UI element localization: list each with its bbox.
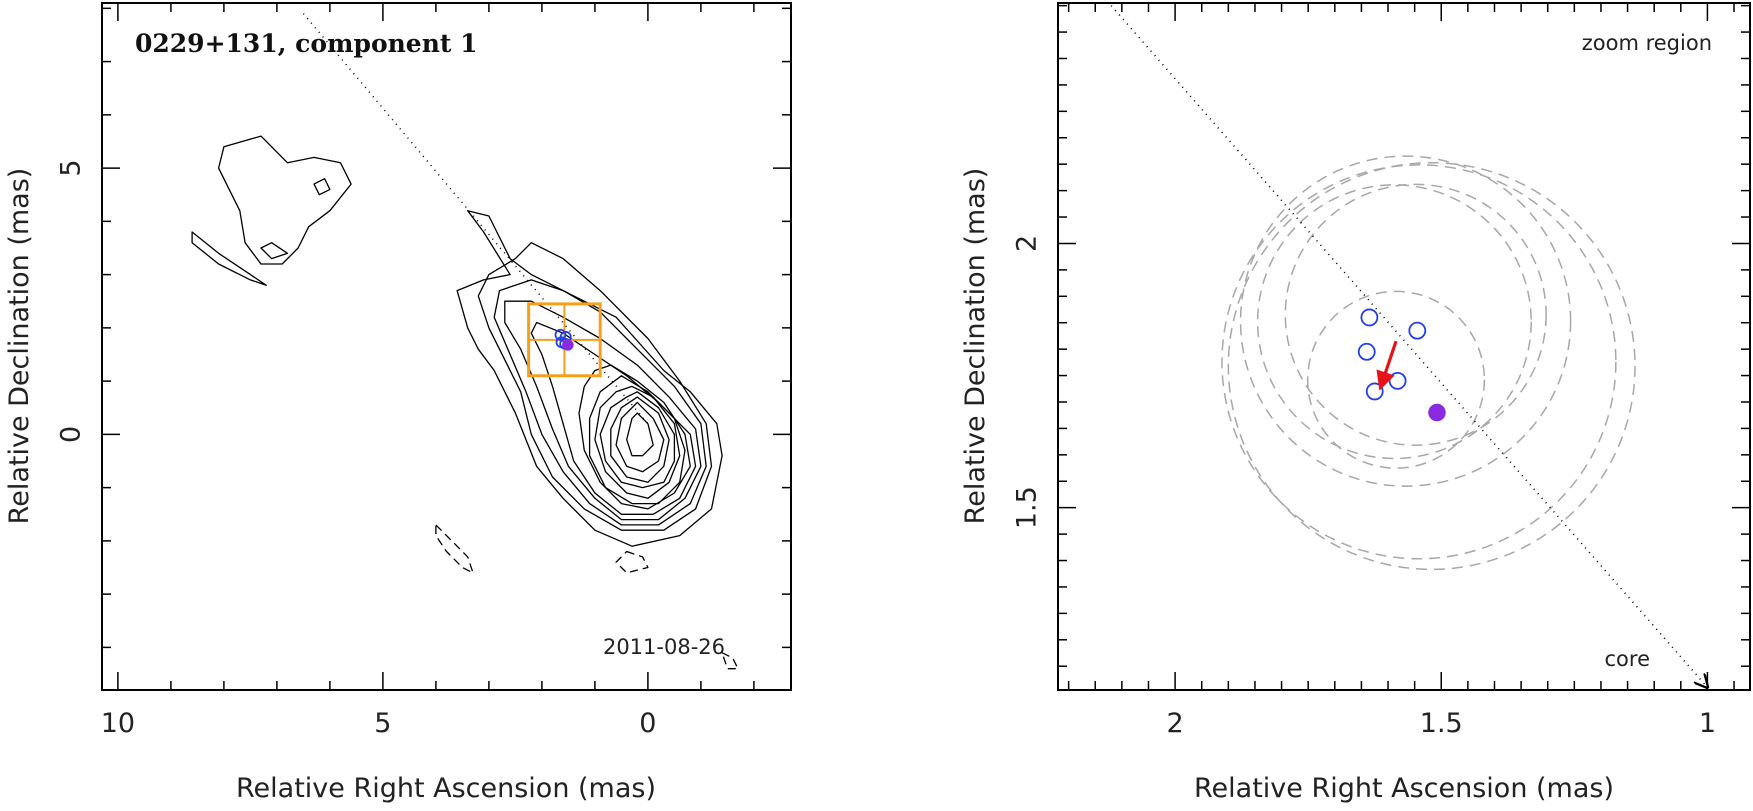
component-size-circle [1256, 184, 1532, 460]
x-tick-labels: 2 1.5 1 [1167, 708, 1716, 739]
motion-arrow [1376, 340, 1398, 391]
y-axis-label: Relative Declination (mas) [960, 168, 991, 525]
component-size-circle [1239, 155, 1572, 487]
x-tick-labels: 10 5 0 [101, 708, 657, 739]
contour-line [615, 401, 665, 473]
component-markers [1357, 308, 1446, 422]
panel-title: 0229+131, component 1 [135, 29, 478, 58]
jet-line [302, 13, 649, 425]
component-marker-open [1360, 308, 1379, 327]
contour-line [456, 210, 723, 547]
contour-line [191, 231, 267, 286]
contour-line [504, 300, 702, 521]
contour-line [594, 385, 681, 499]
contour-line [493, 279, 707, 526]
x-axis-label: Relative Right Ascension (mas) [236, 773, 656, 804]
component-motion-arrow [1376, 340, 1398, 391]
x-tick-label: 5 [374, 708, 391, 739]
y-tick-label: 1.5 [1012, 486, 1043, 529]
y-tick-label: 0 [56, 426, 87, 443]
x-tick-label: 0 [639, 708, 656, 739]
contour-line [217, 135, 352, 265]
component-marker-open [1357, 342, 1376, 361]
component-size-circle [1221, 164, 1617, 560]
x-tick-label: 1.5 [1420, 708, 1463, 739]
epoch-date-label: 2011-08-26 [603, 635, 725, 659]
contour-line [615, 550, 649, 574]
x-tick-label: 10 [101, 708, 135, 739]
jet-line-to-core [1110, 5, 1707, 688]
y-tick-label: 5 [56, 159, 87, 176]
core-label: core [1605, 647, 1651, 671]
x-tick-label: 2 [1167, 708, 1184, 739]
component-marker-open [554, 328, 567, 341]
component-size-circles [1221, 155, 1636, 571]
y-tick-labels: 1.52 [1012, 235, 1043, 529]
x-axis-label: Relative Right Ascension (mas) [1194, 773, 1614, 804]
contour-line [313, 178, 331, 196]
plot-frame [101, 2, 792, 691]
axis-ticks [1058, 3, 1750, 690]
contour-line [588, 375, 686, 505]
contour-map [191, 135, 739, 670]
component-marker-open [1408, 321, 1427, 340]
zoom-region-label: zoom region [1582, 31, 1712, 55]
component-size-circle [1306, 290, 1486, 469]
contour-line [626, 412, 654, 457]
contour-line [477, 242, 713, 531]
contour-line [260, 242, 289, 260]
y-axis-label: Relative Declination (mas) [4, 168, 35, 525]
jet-direction-line [1110, 5, 1707, 688]
contour-line [599, 391, 676, 489]
component-size-circle [1284, 183, 1547, 446]
y-tick-labels: 05 [56, 159, 87, 442]
zoom-panel: 2 1.5 1 1.52 zoom region core Relative Rig… [960, 2, 1751, 804]
component-marker-filled [1428, 403, 1446, 422]
contour-line [578, 364, 691, 510]
contour-line [435, 524, 474, 574]
contour-line [721, 652, 739, 670]
y-tick-label: 2 [1012, 235, 1043, 252]
contour-line [610, 396, 670, 483]
zoom-region-box [527, 302, 602, 378]
contour-panel: 10 5 0 05 0229+131, component 1 2011-08-26… [4, 2, 792, 804]
component-marker-filled [562, 339, 574, 351]
component-size-circle [1227, 161, 1636, 571]
jet-direction-line [302, 13, 649, 425]
component-marker-open [1388, 371, 1407, 390]
component-marker-open [1365, 382, 1384, 401]
x-tick-label: 1 [1699, 708, 1716, 739]
component-markers [554, 328, 574, 351]
plot-frame [1057, 2, 1751, 691]
axis-ticks [102, 3, 791, 690]
